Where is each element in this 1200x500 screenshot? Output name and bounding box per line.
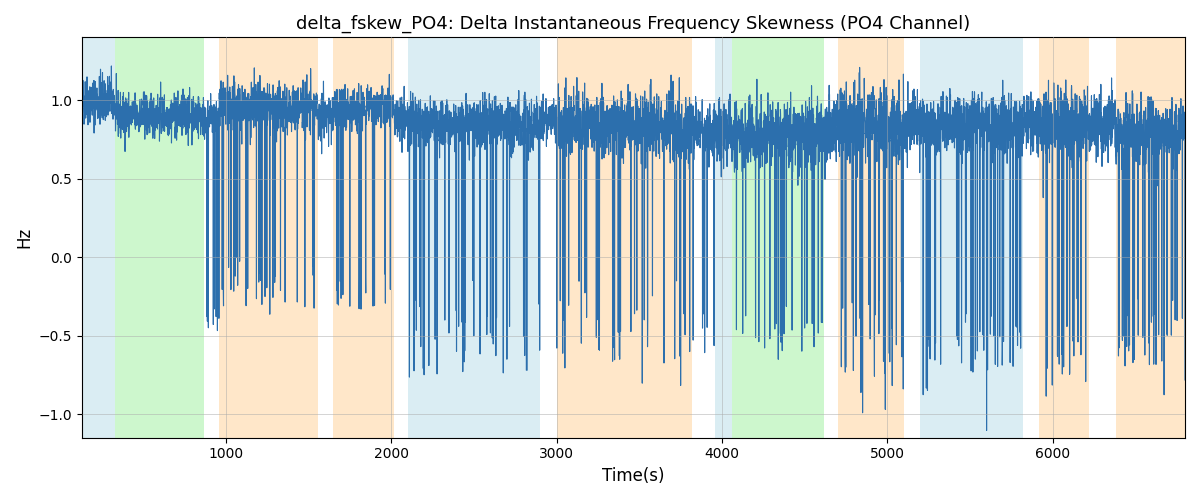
- Title: delta_fskew_PO4: Delta Instantaneous Frequency Skewness (PO4 Channel): delta_fskew_PO4: Delta Instantaneous Fre…: [296, 15, 971, 34]
- Bar: [715, 38, 732, 438]
- Bar: [732, 38, 824, 438]
- Bar: [334, 38, 395, 438]
- Y-axis label: Hz: Hz: [14, 227, 32, 248]
- Bar: [408, 38, 540, 438]
- Bar: [82, 38, 115, 438]
- X-axis label: Time(s): Time(s): [602, 467, 665, 485]
- Bar: [115, 38, 204, 438]
- Bar: [920, 38, 1022, 438]
- Bar: [220, 38, 318, 438]
- Bar: [1116, 38, 1186, 438]
- Bar: [838, 38, 904, 438]
- Bar: [557, 38, 692, 438]
- Bar: [1039, 38, 1090, 438]
